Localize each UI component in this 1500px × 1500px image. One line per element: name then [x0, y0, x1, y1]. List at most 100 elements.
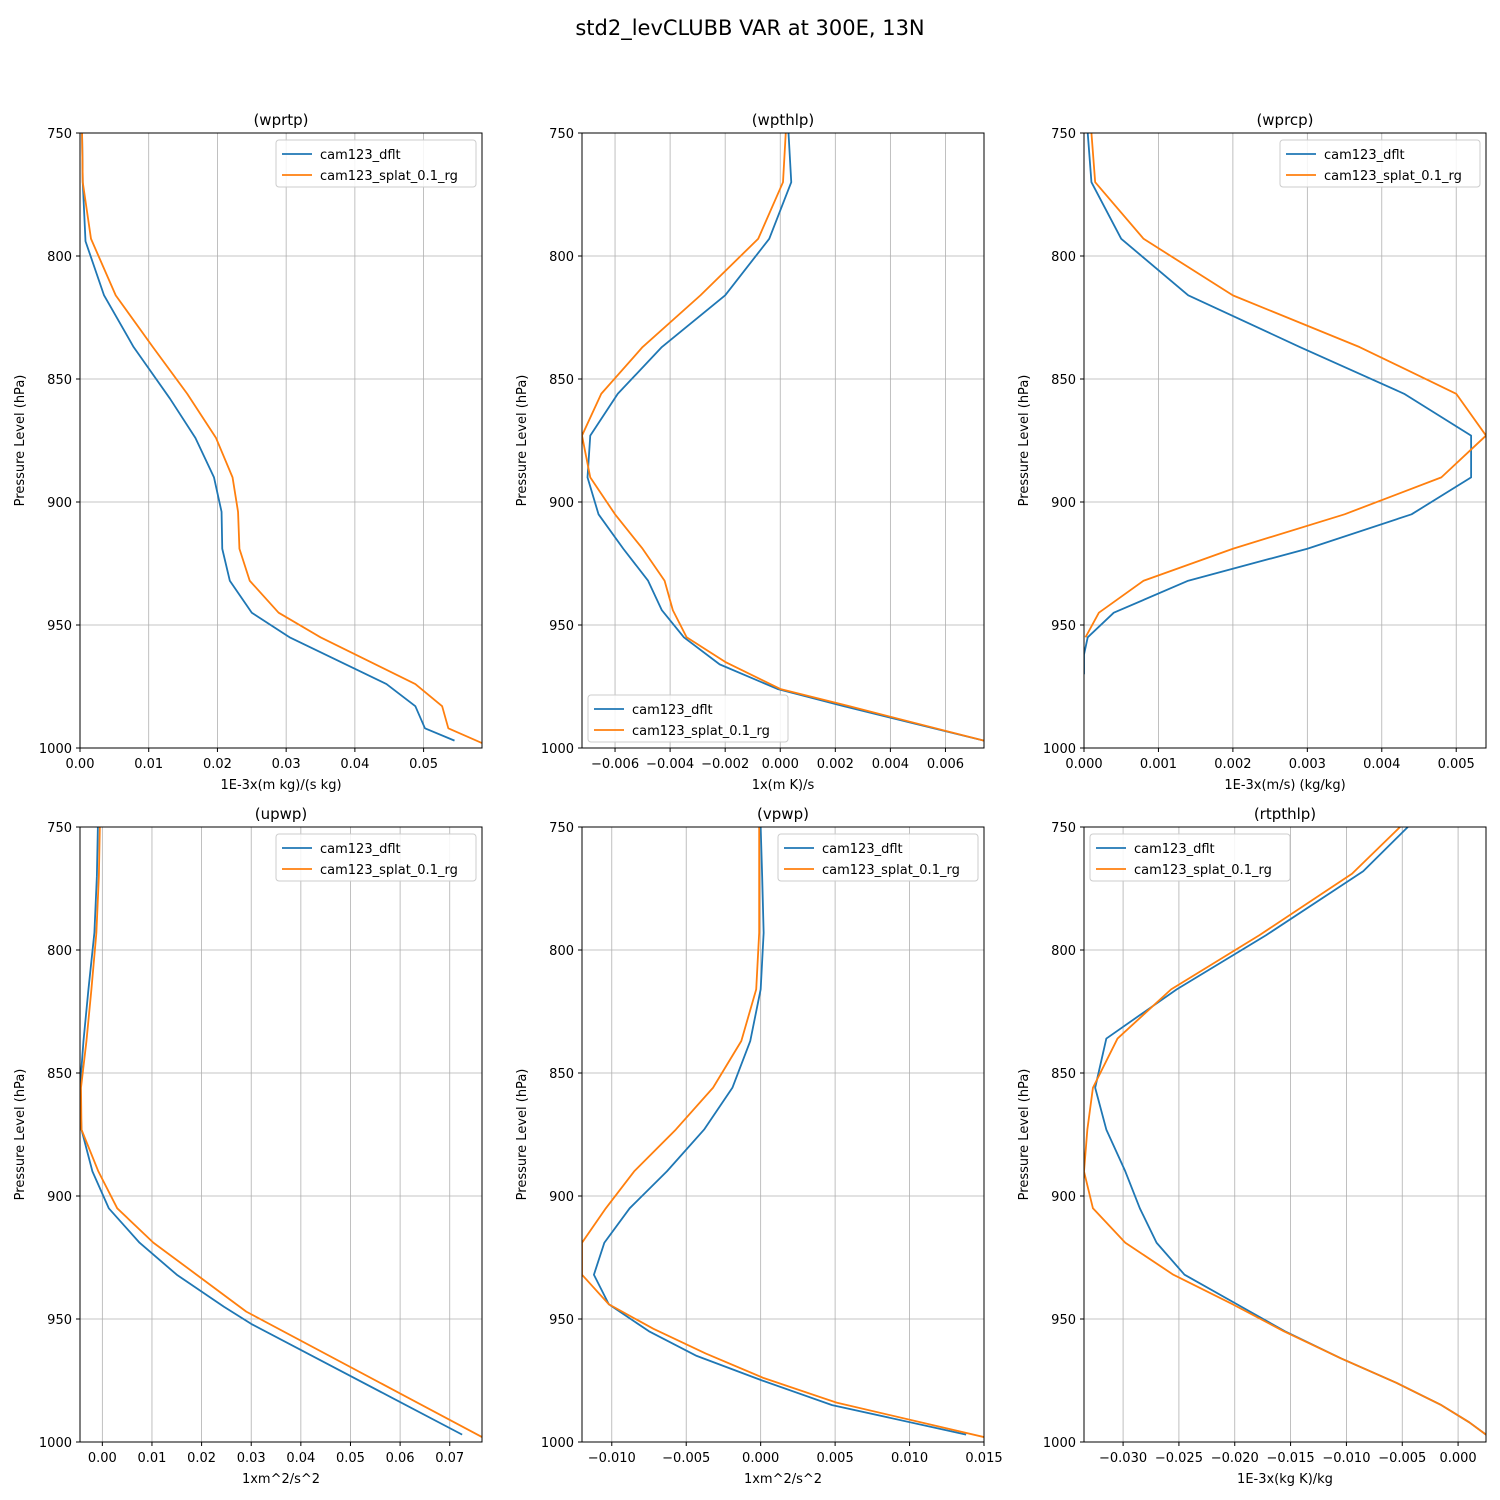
subplot-2: −0.006 −0.004 −0.002 0.000 0.002 0.004 0.006 75… [515, 111, 985, 793]
y-tick-label: 900 [549, 1190, 574, 1205]
x-tick-label: −0.005 [662, 1451, 710, 1466]
y-axis-label: Pressure Level (hPa) [13, 375, 28, 507]
x-tick-label: 0.004 [872, 757, 909, 772]
y-tick-label: 900 [549, 496, 574, 511]
legend: cam123_dflt cam123_splat_0.1_rg [587, 694, 789, 743]
y-axis-label: Pressure Level (hPa) [515, 1069, 530, 1201]
x-tick-label: −0.010 [588, 1451, 636, 1466]
axes-frame [79, 132, 483, 749]
x-axis-label: 1xm^2/s^2 [242, 1472, 320, 1487]
series-line-cam123_splat_0.1_rg [81, 133, 482, 744]
x-tick-label: 0.02 [203, 757, 232, 772]
y-tick-label: 800 [47, 250, 72, 265]
y-tick-label: 750 [1051, 821, 1076, 836]
legend-entry-label: cam123_splat_0.1_rg [632, 724, 770, 739]
legend-box [1089, 833, 1291, 882]
subplot-title: (rtpthlp) [1254, 805, 1316, 823]
y-axis-label: Pressure Level (hPa) [1017, 375, 1032, 507]
legend-entry-label: cam123_dflt [822, 842, 903, 857]
x-tick-label: 0.000 [1439, 1451, 1476, 1466]
y-tick-label: 850 [1051, 373, 1076, 388]
x-tick-label: −0.004 [646, 757, 694, 772]
legend-entry-label: cam123_dflt [320, 148, 401, 163]
x-axis-label: 1xm^2/s^2 [744, 1472, 822, 1487]
series-line-cam123_splat_0.1_rg [80, 827, 482, 1438]
x-tick-label: 0.002 [1214, 757, 1251, 772]
x-axis-label: 1E-3x(m/s) (kg/kg) [1224, 778, 1345, 793]
y-tick-label: 750 [549, 821, 574, 836]
legend: cam123_dflt cam123_splat_0.1_rg [777, 833, 979, 882]
subplot-title: (upwp) [255, 805, 308, 823]
series-line-cam123_splat_0.1_rg [1084, 827, 1486, 1436]
y-tick-label: 750 [47, 127, 72, 142]
series-line-cam123_dflt [593, 827, 967, 1436]
subplot-3: 0.000 0.001 0.002 0.003 0.004 0.005 750 800 850 9… [1017, 111, 1487, 793]
x-tick-label: 0.005 [1438, 757, 1475, 772]
x-tick-label: 0.006 [927, 757, 964, 772]
figure-title: std2_levCLUBB VAR at 300E, 13N [575, 16, 925, 40]
y-axis-label: Pressure Level (hPa) [1017, 1069, 1032, 1201]
series-line-cam123_splat_0.1_rg [1084, 133, 1486, 638]
x-tick-label: 0.03 [272, 757, 301, 772]
x-tick-label: 0.07 [435, 1451, 464, 1466]
legend-entry-label: cam123_dflt [1324, 148, 1405, 163]
legend-box [275, 139, 477, 188]
subplot-title: (wprtp) [253, 111, 308, 129]
x-tick-label: 0.06 [386, 1451, 415, 1466]
legend-box [777, 833, 979, 882]
x-tick-label: −0.030 [1099, 1451, 1147, 1466]
y-axis-label: Pressure Level (hPa) [515, 375, 530, 507]
x-tick-label: 0.002 [817, 757, 854, 772]
legend-entry-label: cam123_dflt [632, 703, 713, 718]
y-tick-label: 800 [1051, 250, 1076, 265]
y-tick-label: 800 [1051, 944, 1076, 959]
subplot-6: −0.030 −0.025 −0.020 −0.015 −0.010 −0.005 0.00… [1017, 805, 1487, 1487]
x-tick-label: −0.002 [701, 757, 749, 772]
y-tick-label: 1000 [1043, 742, 1076, 757]
legend-entry-label: cam123_splat_0.1_rg [320, 169, 458, 184]
x-tick-label: 0.003 [1289, 757, 1326, 772]
legend-box [1279, 139, 1481, 188]
y-tick-label: 1000 [1043, 1436, 1076, 1451]
legend-entry-label: cam123_splat_0.1_rg [822, 863, 960, 878]
y-tick-label: 750 [47, 821, 72, 836]
series-line-cam123_dflt [586, 133, 984, 742]
subplot-title: (vpwp) [757, 805, 809, 823]
y-tick-label: 850 [47, 1067, 72, 1082]
legend-box [275, 833, 477, 882]
series-line-cam123_splat_0.1_rg [582, 133, 984, 742]
subplot-1: 0.00 0.01 0.02 0.03 0.04 0.05 750 800 850 900 950 1… [13, 111, 483, 793]
y-tick-label: 950 [1051, 1313, 1076, 1328]
x-tick-label: 0.004 [1363, 757, 1400, 772]
x-tick-label: 0.015 [965, 1451, 1002, 1466]
subplot-title: (wpthlp) [752, 111, 815, 129]
y-tick-label: 1000 [541, 742, 574, 757]
y-tick-label: 750 [1051, 127, 1076, 142]
y-tick-label: 800 [549, 250, 574, 265]
axes-frame [79, 826, 483, 1443]
y-tick-label: 1000 [39, 742, 72, 757]
subplot-5: −0.010 −0.005 0.000 0.005 0.010 0.015 750 800 85… [515, 805, 1003, 1487]
y-tick-label: 900 [1051, 496, 1076, 511]
y-tick-label: 750 [549, 127, 574, 142]
y-tick-label: 850 [549, 1067, 574, 1082]
y-axis-label: Pressure Level (hPa) [13, 1069, 28, 1201]
x-axis-label: 1E-3x(kg K)/kg [1237, 1472, 1333, 1487]
y-tick-label: 850 [1051, 1067, 1076, 1082]
x-tick-label: −0.015 [1267, 1451, 1315, 1466]
x-tick-label: 0.01 [134, 757, 163, 772]
y-tick-label: 850 [549, 373, 574, 388]
legend-entry-label: cam123_splat_0.1_rg [1134, 863, 1272, 878]
x-tick-label: 0.02 [187, 1451, 216, 1466]
x-tick-label: −0.005 [1378, 1451, 1426, 1466]
legend: cam123_dflt cam123_splat_0.1_rg [1279, 139, 1481, 188]
y-tick-label: 1000 [541, 1436, 574, 1451]
x-tick-label: 0.010 [891, 1451, 928, 1466]
x-tick-label: 0.00 [66, 757, 95, 772]
y-tick-label: 900 [47, 1190, 72, 1205]
y-tick-label: 950 [47, 619, 72, 634]
x-tick-label: −0.025 [1155, 1451, 1203, 1466]
x-tick-label: −0.010 [1322, 1451, 1370, 1466]
x-tick-label: 0.00 [88, 1451, 117, 1466]
